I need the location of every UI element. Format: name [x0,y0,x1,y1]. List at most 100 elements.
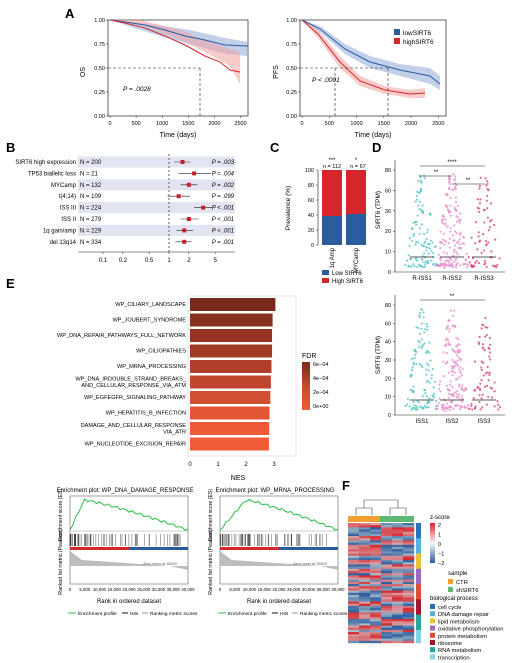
riss-y-ticks: 0 10 20 30 60 80 [385,168,395,276]
gsea-legend-metric: Ranking metric scores [150,611,198,617]
dot [422,406,425,409]
dot [418,191,421,194]
dot [442,404,445,407]
forest-x-ticks: 0.1 0.2 0.5 1 2 5 [99,252,217,264]
dot [470,402,473,406]
forest-row-p: P = .001 [212,240,234,246]
forest-row-label: ISS II [61,217,76,223]
dot [410,265,413,268]
dot [448,327,451,330]
dot [477,210,481,214]
dot [411,407,414,410]
dot [487,346,490,349]
forest-row-label: del 13q14 [50,240,77,246]
gsea-x-tick: 25,000 [287,587,301,592]
bar-myc-sig: * [355,158,358,164]
dot [482,374,485,377]
y-tick-label: 0.00 [94,114,105,120]
fdr-ticks: 6e−04 4e−04 2e−04 0e+00 [313,362,328,410]
dot [486,326,489,329]
forest-row-n: N = 279 [80,217,102,223]
y-tick: 30 [385,209,391,215]
dot [489,343,492,346]
nes-bar [190,329,273,342]
dot [487,379,490,382]
dot [411,366,414,369]
dot [459,366,462,369]
y-tick-label: 0.25 [286,90,297,96]
dot [450,214,453,217]
dot [445,327,448,330]
gsea-x-tick: 5,000 [229,587,240,592]
dot [458,238,461,241]
gsea-legend-profile: Enrichment profile [228,611,267,617]
dot [415,240,418,244]
dot [445,337,448,340]
gsea-x-tick: 20,000 [122,587,136,592]
dot [497,403,500,406]
dot [450,262,453,265]
dot [437,401,440,405]
dot [486,365,489,369]
dot [413,349,416,352]
dot [448,237,452,240]
forest-x-tick: 2 [187,258,191,264]
dot [442,232,445,235]
dot [418,200,421,203]
dot [448,319,451,322]
dot [406,397,410,401]
dot [447,405,450,409]
dot [458,242,461,246]
sample-bar-shsirt6 [380,516,414,522]
dot [451,374,454,377]
dot [412,385,415,388]
nes-bar [190,437,269,451]
dot [483,335,487,338]
dot [431,394,434,397]
dot [455,220,458,224]
forest-row-n: N = 200 [80,160,102,166]
dot [453,309,456,312]
dot [486,180,489,183]
dot [486,182,489,186]
dot [458,383,461,386]
dot [412,221,415,224]
dot [459,212,462,215]
dot [425,349,429,352]
dot [482,249,486,252]
dot [487,241,490,244]
gsea-plot: Enrichment plot: WP_DNA_DAMAGE_RESPONSE Z… [57,488,198,617]
legend-high-label: highSIRT6 [403,39,434,46]
nes-x-tick: 0 [188,462,192,468]
bar-1q-high [322,170,342,216]
dot [451,358,454,361]
gsea-title: Enrichment plot: WP_MRNA_PROCESSING [215,488,334,494]
gsea-x-tick: 30,000 [152,587,166,592]
fdr-colorbar [302,362,310,410]
zscore-colorbar [430,523,435,563]
dot [498,405,502,409]
dot [436,405,439,408]
dot [479,388,482,391]
es-curve [69,498,189,531]
dot [434,399,438,402]
metric-y-label: Ranked list metric (Pearson) [58,529,64,595]
dot [439,380,442,383]
dot [412,263,415,266]
dot [480,397,483,400]
dot [446,225,449,228]
dot [421,204,424,207]
dot [420,364,423,367]
dot [415,408,419,411]
bar-myc-label: MYCamp [354,247,360,273]
process-swatch [430,632,435,638]
pfs-y-label: PFS [273,65,280,79]
forest-row-band [78,202,235,214]
dot [453,224,456,227]
legend-high-swatch [394,38,400,44]
dot [478,240,481,243]
dot [459,231,462,234]
panel-letter-b: B [6,140,15,155]
fdr-tick: 0e+00 [313,404,328,410]
dot [448,263,451,267]
